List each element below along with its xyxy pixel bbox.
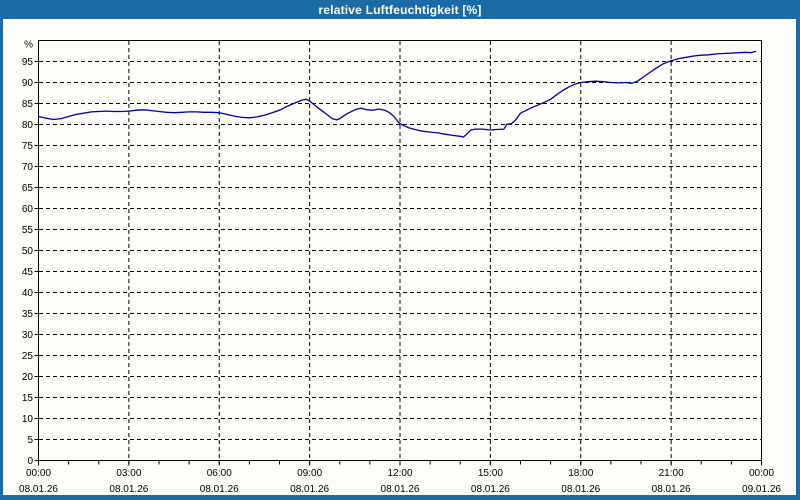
x-tick-time-label: 00:00 [26,468,51,479]
x-tick-time-label: 09:00 [297,468,322,479]
y-tick-label: 40 [22,288,34,299]
y-tick-label: 20 [22,372,34,383]
y-tick-label: 70 [22,162,34,173]
y-tick-label: 65 [22,183,34,194]
title-bar: relative Luftfeuchtigkeit [%] [0,0,800,19]
humidity-series-line [37,50,757,138]
tick-marks [34,61,762,466]
y-tick-label: 60 [22,204,34,215]
x-tick-date-label: 08.01.26 [109,484,148,495]
y-tick-label: 30 [22,330,34,341]
x-tick-time-label: 21:00 [659,468,684,479]
window-frame-left [0,0,3,500]
y-tick-label: 25 [22,351,34,362]
x-tick-date-label: 08.01.26 [19,484,58,495]
y-tick-label: 10 [22,414,34,425]
y-tick-label: 95 [22,57,34,68]
x-tick-time-label: 15:00 [478,468,503,479]
y-tick-label: 35 [22,309,34,320]
x-tick-date-label: 09.01.26 [742,484,781,495]
y-tick-label: 15 [22,393,34,404]
y-tick-label: 45 [22,267,34,278]
x-tick-date-label: 08.01.26 [200,484,239,495]
y-tick-label: 80 [22,120,34,131]
y-tick-label: 5 [27,435,33,446]
x-axis-labels: 00:00 08.01.26 03:00 08.01.26 06:00 08.01.26 0… [19,468,781,495]
series-lines [37,50,757,138]
y-axis-labels: 0 5 10 15 20 25 30 35 40 45 50 55 60 65 70 75 80 85 90 95% [22,40,34,468]
x-tick-time-label: 03:00 [116,468,141,479]
y-tick-label: 55 [22,225,34,236]
x-tick-time-label: 06:00 [207,468,232,479]
x-tick-date-label: 08.01.26 [561,484,600,495]
x-tick-date-label: 08.01.26 [652,484,691,495]
x-tick-date-label: 08.01.26 [381,484,420,495]
gridlines [39,41,761,460]
y-tick-label: 0 [27,456,33,467]
x-tick-time-label: 12:00 [387,468,412,479]
x-tick-time-label: 00:00 [749,468,774,479]
x-tick-date-label: 08.01.26 [290,484,329,495]
x-tick-date-label: 08.01.26 [471,484,510,495]
y-axis-unit-label: % [24,40,33,51]
window-title: relative Luftfeuchtigkeit [%] [318,2,482,17]
window-frame-right [796,0,800,500]
window-frame-bottom [0,495,800,500]
x-tick-time-label: 18:00 [568,468,593,479]
y-tick-label: 85 [22,99,34,110]
y-tick-label: 90 [22,78,34,89]
y-tick-label: 50 [22,246,34,257]
y-tick-label: 75 [22,141,34,152]
